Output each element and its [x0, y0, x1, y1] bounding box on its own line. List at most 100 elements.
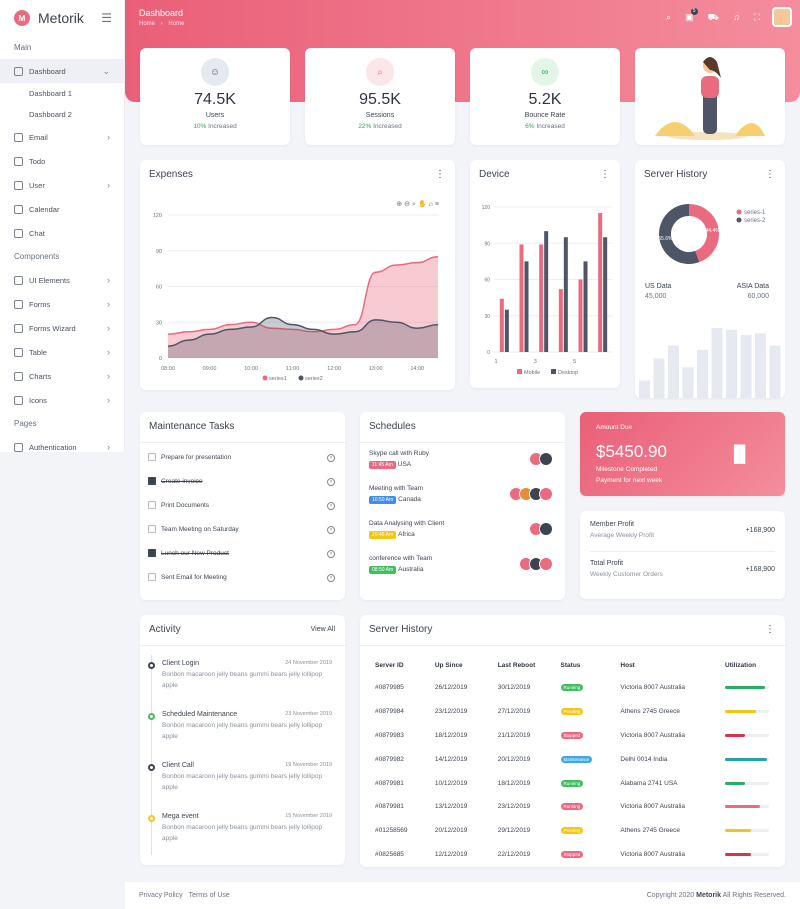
task-item[interactable]: Prepare for presentation	[148, 453, 231, 461]
table-row[interactable]: #0879985 26/12/2019 30/12/2019 Running Victo…	[375, 676, 775, 700]
box-icon[interactable]: ▣ 5	[685, 8, 698, 24]
table-row[interactable]: #01258569 20/12/2019 29/12/2019 Pending Athe…	[375, 819, 775, 843]
task-checkbox[interactable]	[148, 501, 156, 509]
table-row[interactable]: #0879982 14/12/2019 20/12/2019 Maintenance D…	[375, 747, 775, 771]
status-badge: Running	[560, 684, 584, 692]
sidebar-item-forms-wizard[interactable]: Forms Wizard ›	[0, 316, 124, 340]
sidebar-item-authentication[interactable]: Authentication ›	[0, 435, 124, 459]
remove-icon[interactable]: ×	[327, 574, 335, 582]
sidebar: M Metorik ☰ Main Dashboard ⌄ Dashboard 1 …	[0, 0, 125, 452]
sidebar-item-dashboard-1[interactable]: Dashboard 1	[29, 89, 72, 98]
search-icon[interactable]: ⌕	[666, 12, 672, 22]
sidebar-item-todo[interactable]: Todo	[0, 149, 124, 173]
task-checkbox[interactable]	[148, 477, 156, 485]
sidebar-item-ui-elements[interactable]: UI Elements ›	[0, 268, 124, 292]
cart-icon[interactable]: ⛟	[707, 12, 719, 22]
chevron-right-icon: ›	[107, 323, 110, 333]
table-row[interactable]: #0879981 13/12/2019 23/12/2019 Running Victo…	[375, 795, 775, 819]
sidebar-item-dashboard-2[interactable]: Dashboard 2	[29, 110, 72, 119]
sidebar-item-chat[interactable]: Chat	[0, 221, 124, 245]
schedule-place: USA	[397, 461, 412, 468]
terms-link[interactable]: Terms of Use	[188, 892, 230, 899]
more-icon[interactable]: ⋮	[765, 169, 775, 180]
bar-mobile	[578, 279, 583, 352]
more-icon[interactable]: ⋮	[600, 169, 610, 180]
task-item[interactable]: Sent Email for Meeting	[148, 573, 227, 581]
avatar-group	[529, 522, 553, 536]
sidebar-item-charts[interactable]: Charts ›	[0, 364, 124, 388]
brand-name: Metorik	[38, 10, 84, 26]
zoom-in-icon[interactable]: ⊕	[396, 201, 405, 208]
pan-icon[interactable]: ✋	[417, 201, 429, 208]
search-icon[interactable]: ⌕	[412, 201, 418, 208]
sidebar-item-dashboard[interactable]: Dashboard ⌄	[0, 59, 124, 83]
privacy-link[interactable]: Privacy Policy	[139, 892, 183, 899]
schedule-item[interactable]: Data Analysing with Client 10:45 Am Africa	[369, 520, 444, 539]
task-checkbox[interactable]	[148, 573, 156, 581]
home-icon[interactable]: ⌂	[428, 201, 435, 208]
legend-marker	[736, 209, 742, 215]
donut-slice-series-1	[688, 204, 719, 263]
legend-label: series1	[269, 376, 287, 382]
activity-date: 15 November 2019	[285, 813, 332, 819]
breadcrumb-current: Home	[168, 21, 185, 27]
more-icon[interactable]: ⋮	[435, 169, 445, 180]
schedule-item[interactable]: conference with Team 08:50 Am Australia	[369, 555, 432, 574]
remove-icon[interactable]: ×	[327, 502, 335, 510]
task-item[interactable]: Create invoice	[148, 477, 203, 485]
schedule-item[interactable]: Skype call with Ruby 11:45 Am USA	[369, 450, 429, 469]
cell-id: #0879981	[375, 779, 404, 787]
sidebar-item-icons[interactable]: Icons ›	[0, 388, 124, 412]
divider	[140, 442, 345, 443]
task-checkbox[interactable]	[148, 549, 156, 557]
task-item[interactable]: Print Documents	[148, 501, 209, 509]
remove-icon[interactable]: ×	[327, 550, 335, 558]
task-item[interactable]: Team Meeting on Saturday	[148, 525, 239, 533]
view-all-link[interactable]: View All	[310, 626, 335, 633]
avatar-group	[529, 452, 553, 466]
cell-reboot: 23/12/2019	[497, 803, 531, 811]
column-header: Up Since	[434, 661, 463, 669]
mini-bar	[711, 328, 723, 398]
y-tick-label: 30	[156, 320, 162, 326]
sidebar-item-forms[interactable]: Forms ›	[0, 292, 124, 316]
breadcrumb-home[interactable]: Home	[139, 21, 156, 27]
cell-up: 12/12/2019	[434, 850, 468, 858]
more-icon[interactable]: ⋮	[765, 624, 775, 635]
x-tick-label: 5	[573, 359, 576, 365]
x-tick-label: 11:00	[286, 366, 299, 372]
menu-icon[interactable]: ≡	[434, 201, 441, 208]
sidebar-item-calendar[interactable]: Calendar	[0, 197, 124, 221]
card-title: Server History	[369, 624, 433, 635]
x-tick-label: 3	[534, 359, 537, 365]
fullscreen-icon[interactable]: ⛶	[753, 12, 760, 22]
menu-toggle-icon[interactable]: ☰	[101, 11, 112, 25]
profits-card: Member Profit Average Weekly Profit +168…	[580, 511, 785, 599]
schedule-time: 11:45 Am	[369, 461, 396, 469]
section-main: Main	[14, 43, 32, 52]
task-item[interactable]: Lunch our New Product	[148, 549, 229, 557]
file-icon	[14, 299, 23, 309]
zoom-out-icon[interactable]: ⊖	[404, 201, 413, 208]
remove-icon[interactable]: ×	[327, 526, 335, 534]
activity-title: Scheduled Maintenance	[162, 711, 238, 718]
cell-id: #0879983	[375, 731, 404, 739]
sidebar-item-email[interactable]: Email ›	[0, 125, 124, 149]
table-row[interactable]: #0879983 18/12/2019 21/12/2019 Stopped Victo…	[375, 724, 775, 748]
mini-bar	[726, 329, 737, 398]
table-row[interactable]: #0879981 10/12/2019 18/12/2019 Running Alaba…	[375, 771, 775, 795]
sidebar-item-table[interactable]: Table ›	[0, 340, 124, 364]
bar-desktop	[504, 309, 509, 352]
cell-up: 18/12/2019	[434, 731, 468, 739]
task-checkbox[interactable]	[148, 525, 156, 533]
task-checkbox[interactable]	[148, 453, 156, 461]
remove-icon[interactable]: ×	[327, 478, 335, 486]
table-row[interactable]: #0825685 12/12/2019 22/12/2019 Stopped Victo…	[375, 843, 775, 867]
avatar[interactable]	[772, 7, 792, 27]
remove-icon[interactable]: ×	[327, 454, 335, 462]
sidebar-item-user[interactable]: User ›	[0, 173, 124, 197]
bell-icon[interactable]: ♫	[732, 12, 740, 22]
cell-status: Running	[560, 676, 621, 700]
table-row[interactable]: #0879984 23/12/2019 27/12/2019 Pending Athen…	[375, 700, 775, 724]
schedule-item[interactable]: Meeting with Team 10:50 Am Canada	[369, 485, 423, 504]
